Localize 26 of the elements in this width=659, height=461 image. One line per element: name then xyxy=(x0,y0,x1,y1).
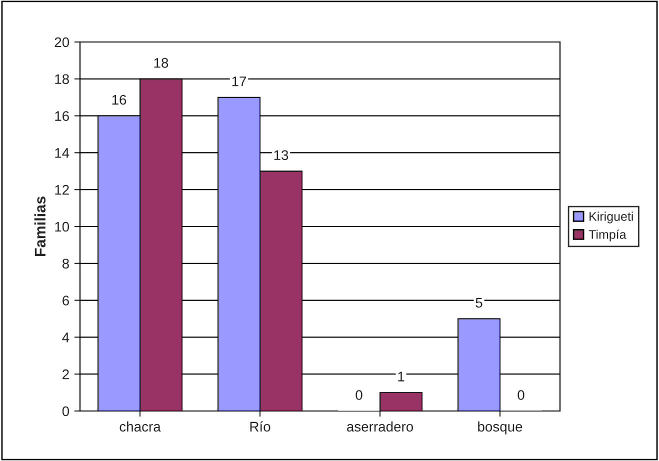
y-tick-label: 14 xyxy=(55,148,70,158)
y-tick-label: 10 xyxy=(55,222,70,232)
y-tick-label: 2 xyxy=(62,369,69,380)
y-tick-label: 6 xyxy=(62,296,69,306)
data-label: 13 xyxy=(274,150,288,160)
x-tick-label: bosque xyxy=(478,421,522,434)
y-tick-label: 8 xyxy=(62,258,69,269)
x-tick-label: aserradero xyxy=(347,421,414,432)
y-tick-label: 18 xyxy=(55,74,69,84)
y-tick-label: 0 xyxy=(62,406,70,416)
y-axis-title: Familias xyxy=(34,196,46,256)
data-label: 18 xyxy=(154,58,168,68)
data-label: 0 xyxy=(356,390,362,400)
x-tick-label: Río xyxy=(250,421,270,432)
data-label: 17 xyxy=(232,76,246,86)
data-label: 1 xyxy=(398,372,404,382)
data-label: 16 xyxy=(112,94,126,105)
y-tick-label: 4 xyxy=(62,332,70,342)
legend-label: Timpía xyxy=(588,230,626,242)
data-label: 5 xyxy=(476,298,482,308)
x-tick-label: chacra xyxy=(120,421,161,432)
y-tick-label: 16 xyxy=(55,111,69,121)
data-label: 0 xyxy=(518,390,524,400)
y-tick-label: 12 xyxy=(55,184,69,195)
legend-label: Kirigueti xyxy=(590,212,633,224)
y-tick-label: 20 xyxy=(54,37,70,48)
